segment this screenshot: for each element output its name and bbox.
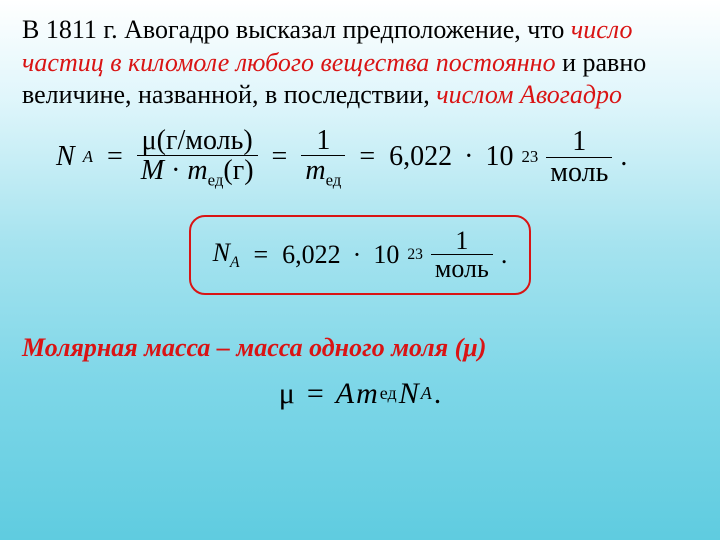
- box-dot: ·: [349, 240, 366, 270]
- intro-start: В 1811 г. Авогадро высказал предположени…: [22, 15, 571, 44]
- molar-red: Молярная масса – масса одного моля: [22, 333, 455, 362]
- eq-3: =: [353, 141, 381, 173]
- box-value: 6,022: [282, 240, 341, 270]
- mu-m: m: [356, 377, 378, 411]
- frac1-den: M · mед(г): [137, 155, 258, 189]
- fraction-unit: 1 моль: [546, 127, 612, 187]
- mu-period: .: [434, 377, 442, 411]
- eq-2: =: [266, 141, 294, 173]
- box-eq: =: [247, 240, 274, 270]
- box-exp: 23: [407, 246, 423, 264]
- frac1-num: μ(г/моль): [138, 126, 257, 155]
- dot-2: ·: [460, 141, 477, 173]
- mu-eq: =: [297, 377, 334, 411]
- sym-N: N: [56, 141, 75, 173]
- exp-23: 23: [521, 147, 538, 167]
- sym-M: M: [141, 155, 164, 186]
- box-ten: 10: [373, 240, 399, 270]
- sym-g: (г): [223, 155, 253, 186]
- mu-m-sub: ед: [380, 383, 397, 404]
- sym-m-sub: ед: [208, 170, 224, 189]
- dot-1: ·: [171, 155, 180, 186]
- boxed-wrap: NA = 6,022 ·10 23 1 моль .: [22, 215, 698, 295]
- mu-N: N: [399, 377, 419, 411]
- sym-m: m: [187, 155, 207, 186]
- box-period: .: [501, 240, 508, 270]
- period-1: .: [620, 141, 627, 173]
- box-unit-den: моль: [431, 254, 493, 282]
- sym-m2: m: [305, 155, 325, 186]
- frac2-num: 1: [312, 126, 334, 155]
- eq-1: =: [101, 141, 129, 173]
- fraction-2: 1 mед: [301, 126, 345, 190]
- box-fraction: 1 моль: [431, 227, 493, 283]
- ten: 10: [485, 141, 513, 173]
- molar-mass-definition: Молярная масса – масса одного моля (μ): [22, 333, 698, 363]
- formula-mu: μ = AmедNA.: [22, 377, 698, 411]
- intro-red-2: числом Авогадро: [436, 80, 622, 109]
- sym-N-sub: A: [83, 147, 93, 167]
- box-N: N: [213, 238, 230, 267]
- unit-num: 1: [568, 127, 590, 156]
- value-6022: 6,022: [389, 141, 452, 173]
- box-N-sub: A: [230, 254, 240, 271]
- mu-A: A: [336, 377, 354, 411]
- formula-avogadro-derivation: NA = μ(г/моль) M · mед(г) = 1 mед = 6,02…: [56, 126, 698, 190]
- fraction-1: μ(г/моль) M · mед(г): [137, 126, 258, 190]
- boxed-formula: NA = 6,022 ·10 23 1 моль .: [189, 215, 532, 295]
- frac2-den: mед: [301, 155, 345, 189]
- slide: В 1811 г. Авогадро высказал предположени…: [0, 0, 720, 540]
- box-unit-num: 1: [451, 227, 472, 254]
- sym-m2-sub: ед: [326, 170, 342, 189]
- unit-den: моль: [546, 157, 612, 187]
- intro-paragraph: В 1811 г. Авогадро высказал предположени…: [22, 14, 698, 112]
- mu: μ: [279, 377, 295, 411]
- molar-mu: (μ): [455, 333, 487, 362]
- mu-N-sub: A: [421, 383, 432, 404]
